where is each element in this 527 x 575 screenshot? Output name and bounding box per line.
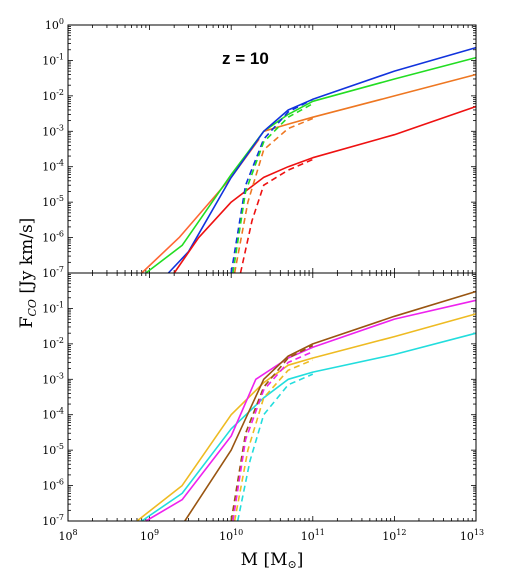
top-axes-frame — [67, 24, 477, 274]
y-tick-label: 10-7 — [42, 265, 64, 280]
x-tick-labels: 108 109 1010 1011 1012 1013 — [58, 528, 484, 543]
y-tick-label: 10-5 — [42, 194, 64, 209]
y-tick-label: 100 — [45, 17, 64, 32]
bottom-series-solid-3 — [184, 290, 477, 522]
top-series-solid-2 — [263, 73, 477, 133]
top-series-solid-1 — [145, 56, 477, 274]
bottom-series-solid-1 — [141, 332, 477, 522]
y-tick-label: 10-4 — [42, 407, 64, 422]
y-tick-label: 10-1 — [42, 52, 64, 67]
x-tick-label: 108 — [58, 528, 77, 543]
y-axis-label: FCO [Jy km/s] — [17, 218, 39, 329]
top-series-dashed-8 — [239, 158, 314, 274]
y-tick-label: 10-3 — [42, 123, 64, 138]
panel-bottom: 10-1 10-2 10-3 10-4 10-5 10-6 10-7 — [42, 272, 477, 528]
bottom-y-tick-labels: 10-1 10-2 10-3 10-4 10-5 10-6 10-7 — [42, 300, 64, 528]
top-series-solid-4 — [173, 105, 477, 274]
bottom-series-solid-2 — [145, 299, 477, 522]
x-tick-label: 1013 — [460, 528, 484, 543]
bottom-series-dashed-7 — [236, 373, 314, 522]
top-series-solid-0 — [141, 138, 260, 274]
x-tick-label: 1010 — [219, 528, 243, 543]
bottom-series-dashed-6 — [233, 359, 314, 522]
top-series-solid-3 — [167, 46, 477, 274]
y-tick-label: 10-4 — [42, 159, 64, 174]
bottom-series-solid-0 — [136, 313, 477, 522]
top-series-dashed-5 — [230, 98, 314, 274]
y-tick-label: 10-6 — [42, 478, 64, 493]
bottom-series-dashed-5 — [232, 350, 314, 522]
x-axis-label: M [M⊙] — [241, 550, 304, 571]
panel-top: z = 10 100 10-1 10-2 10-3 10-4 10-5 10-6 10-7 — [42, 17, 477, 280]
y-tick-label: 10-2 — [42, 88, 64, 103]
top-series-group — [141, 46, 477, 274]
top-ticks — [67, 25, 476, 274]
bottom-series-group — [136, 290, 477, 522]
y-tick-label: 10-1 — [42, 300, 64, 315]
y-tick-label: 10-5 — [42, 442, 64, 457]
y-tick-label: 10-7 — [42, 513, 64, 528]
x-tick-label: 109 — [140, 528, 159, 543]
y-tick-label: 10-2 — [42, 336, 64, 351]
x-tick-label: 1012 — [382, 528, 406, 543]
y-tick-label: 10-6 — [42, 230, 64, 245]
bottom-series-dashed-4 — [230, 344, 314, 522]
top-series-dashed-6 — [232, 102, 314, 274]
x-tick-label: 1011 — [301, 528, 325, 543]
top-annotation: z = 10 — [222, 49, 269, 68]
y-tick-label: 10-3 — [42, 371, 64, 386]
top-y-tick-labels: 100 10-1 10-2 10-3 10-4 10-5 10-6 10-7 — [42, 17, 64, 280]
bottom-axes-frame — [67, 272, 477, 522]
